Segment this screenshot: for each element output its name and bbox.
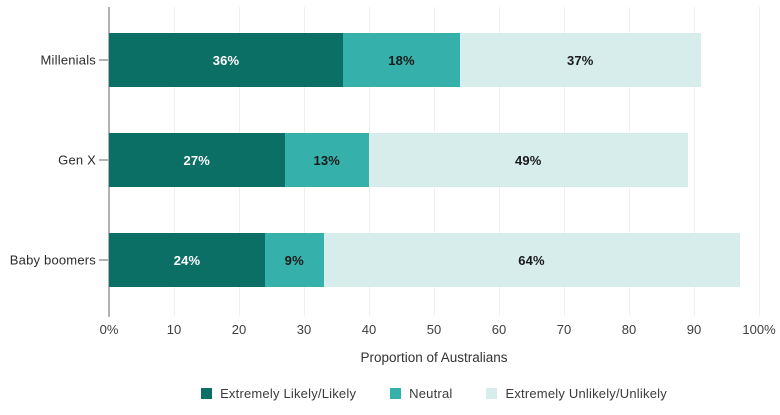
legend-label: Neutral bbox=[409, 386, 453, 401]
bar-segment: 9% bbox=[265, 233, 324, 287]
x-tick-label: 20 bbox=[231, 322, 247, 337]
legend-swatch bbox=[390, 388, 402, 399]
legend-item: Neutral bbox=[390, 386, 452, 401]
x-tick-label: 0% bbox=[99, 322, 119, 337]
segment-value-label: 37% bbox=[566, 52, 594, 68]
x-tick-label: 60 bbox=[491, 322, 507, 337]
x-tick-label: 70 bbox=[556, 322, 572, 337]
bar-segment: 27% bbox=[109, 133, 285, 187]
category-label: Baby boomers bbox=[9, 252, 96, 268]
bar-segment: 13% bbox=[284, 133, 369, 187]
category-label: Millenials bbox=[40, 52, 96, 68]
x-axis-title: Proportion of Australians bbox=[360, 350, 508, 365]
bar-segment: 18% bbox=[343, 33, 460, 87]
segment-value-label: 9% bbox=[284, 252, 304, 268]
segment-value-label: 13% bbox=[313, 152, 341, 168]
category-tick bbox=[99, 59, 109, 61]
segment-value-label: 27% bbox=[183, 152, 211, 168]
x-tick-label: 100% bbox=[742, 322, 776, 337]
x-tick-label: 80 bbox=[621, 322, 637, 337]
bar-segment: 49% bbox=[369, 133, 688, 187]
segment-value-label: 24% bbox=[173, 252, 201, 268]
segment-value-label: 64% bbox=[518, 252, 545, 268]
bar-segment: 36% bbox=[109, 33, 343, 87]
legend-item: Extremely Likely/Likely bbox=[201, 386, 356, 401]
bar-row: Millenials 36% 18% 37% bbox=[0, 33, 780, 87]
gridline bbox=[694, 7, 695, 316]
bar-row: Gen X 27% 13% 49% bbox=[0, 133, 780, 187]
segment-value-label: 36% bbox=[212, 52, 240, 68]
bar-segment: 64% bbox=[323, 233, 740, 287]
x-tick-label: 90 bbox=[686, 322, 702, 337]
segment-value-label: 18% bbox=[388, 52, 415, 68]
bar-segment: 24% bbox=[109, 233, 265, 287]
bar-segment: 37% bbox=[460, 33, 701, 87]
x-tick-label: 50 bbox=[426, 322, 442, 337]
legend-label: Extremely Likely/Likely bbox=[220, 386, 357, 401]
category-label: Gen X bbox=[58, 152, 96, 168]
legend-item: Extremely Unlikely/Unlikely bbox=[486, 386, 667, 401]
x-tick-label: 30 bbox=[296, 322, 312, 337]
gridline bbox=[759, 7, 760, 316]
bar-row: Baby boomers 24% 9% 64% bbox=[0, 233, 780, 287]
category-tick bbox=[99, 159, 109, 161]
legend-swatch bbox=[201, 388, 213, 399]
legend-label: Extremely Unlikely/Unlikely bbox=[505, 386, 667, 401]
segment-value-label: 49% bbox=[514, 152, 542, 168]
category-tick bbox=[99, 259, 109, 261]
x-tick-label: 40 bbox=[361, 322, 377, 337]
legend-swatch bbox=[486, 388, 498, 399]
x-tick-label: 10 bbox=[166, 322, 182, 337]
legend: Extremely Likely/Likely Neutral Extremely … bbox=[109, 386, 759, 401]
